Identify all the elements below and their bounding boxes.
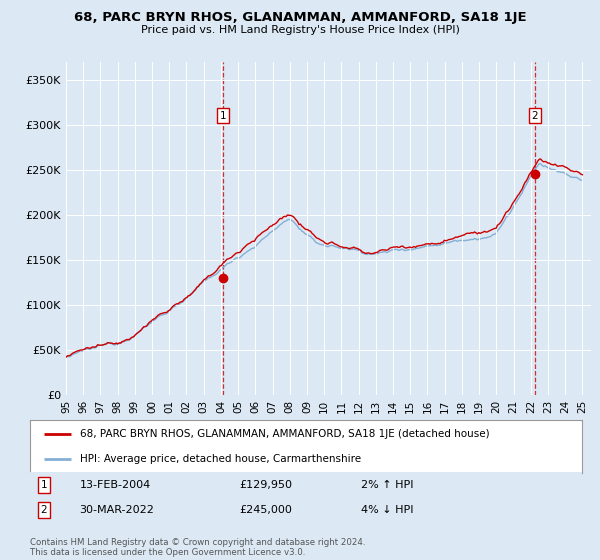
- Text: HPI: Average price, detached house, Carmarthenshire: HPI: Average price, detached house, Carm…: [80, 454, 361, 464]
- Text: £245,000: £245,000: [240, 505, 293, 515]
- Text: Price paid vs. HM Land Registry's House Price Index (HPI): Price paid vs. HM Land Registry's House …: [140, 25, 460, 35]
- Text: 2% ↑ HPI: 2% ↑ HPI: [361, 479, 414, 489]
- Text: Contains HM Land Registry data © Crown copyright and database right 2024.
This d: Contains HM Land Registry data © Crown c…: [30, 538, 365, 557]
- Text: 1: 1: [220, 111, 226, 120]
- Text: 30-MAR-2022: 30-MAR-2022: [80, 505, 155, 515]
- Text: 2: 2: [532, 111, 538, 120]
- Text: 2: 2: [40, 505, 47, 515]
- Text: £129,950: £129,950: [240, 479, 293, 489]
- Text: 68, PARC BRYN RHOS, GLANAMMAN, AMMANFORD, SA18 1JE (detached house): 68, PARC BRYN RHOS, GLANAMMAN, AMMANFORD…: [80, 430, 490, 440]
- Text: 4% ↓ HPI: 4% ↓ HPI: [361, 505, 414, 515]
- Text: 68, PARC BRYN RHOS, GLANAMMAN, AMMANFORD, SA18 1JE: 68, PARC BRYN RHOS, GLANAMMAN, AMMANFORD…: [74, 11, 526, 24]
- Text: 13-FEB-2004: 13-FEB-2004: [80, 479, 151, 489]
- Text: 1: 1: [40, 479, 47, 489]
